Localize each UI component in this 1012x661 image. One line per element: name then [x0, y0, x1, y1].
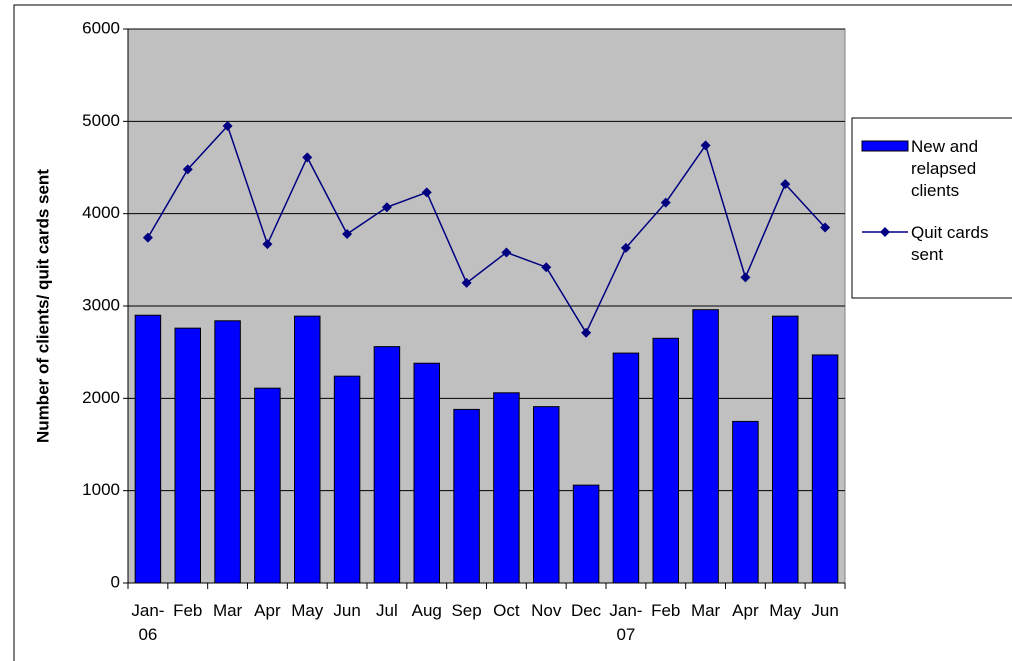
- x-tick-label: Apr: [254, 601, 281, 620]
- y-tick-label: 5000: [82, 111, 120, 130]
- x-tick-label: Mar: [690, 601, 721, 620]
- marker: [541, 262, 552, 273]
- x-tick-label: Sep: [451, 601, 482, 620]
- x-tick-label: Jan-06: [131, 601, 165, 644]
- bar: [373, 346, 401, 584]
- y-tick-label: 6000: [82, 18, 120, 37]
- x-tick-label: Aug: [411, 601, 442, 620]
- marker: [780, 179, 791, 190]
- bar: [692, 309, 719, 584]
- marker: [820, 222, 831, 233]
- marker: [421, 187, 432, 198]
- marker: [620, 242, 631, 253]
- marker: [700, 140, 711, 151]
- y-axis-title: Number of clients/ quit cards sent: [33, 169, 52, 443]
- marker: [461, 277, 472, 288]
- bar: [572, 484, 600, 584]
- bar: [294, 315, 321, 584]
- x-tick-label: Dec: [570, 601, 602, 620]
- x-tick-label: Nov: [531, 601, 562, 620]
- bar: [254, 387, 281, 584]
- marker: [740, 272, 751, 283]
- bar: [413, 362, 440, 584]
- y-tick-label: 4000: [82, 203, 120, 222]
- bar: [612, 352, 640, 584]
- marker: [342, 228, 353, 239]
- legend-label: New and relapsed clients: [911, 137, 979, 200]
- y-tick-label: 0: [111, 572, 120, 591]
- marker: [501, 247, 512, 258]
- y-tick-label: 2000: [82, 388, 120, 407]
- x-tick-label: Apr: [732, 601, 759, 620]
- x-tick-label: Jan-07: [609, 601, 643, 644]
- chart-border: [13, 4, 1012, 661]
- bar: [533, 406, 560, 584]
- bar: [174, 327, 201, 584]
- marker: [222, 120, 233, 131]
- bar: [732, 420, 759, 584]
- bar: [652, 337, 679, 584]
- marker: [142, 232, 153, 243]
- x-tick-label: Feb: [651, 601, 681, 620]
- bar: [453, 408, 480, 584]
- marker: [262, 239, 273, 250]
- bar: [214, 320, 241, 584]
- x-tick-label: Oct: [493, 601, 520, 620]
- x-tick-label: Feb: [173, 601, 203, 620]
- bar: [493, 392, 520, 584]
- x-tick-label: Jun: [811, 601, 839, 620]
- y-tick-label: 3000: [82, 295, 120, 314]
- marker: [660, 197, 671, 208]
- line: [147, 124, 826, 335]
- bar: [811, 354, 839, 584]
- bar: [134, 314, 162, 584]
- marker: [381, 202, 392, 213]
- x-tick-label: May: [769, 601, 802, 620]
- legend-label: Quit cards sent: [911, 223, 989, 264]
- marker: [302, 152, 313, 163]
- marker: [182, 164, 193, 175]
- y-tick-label: 1000: [82, 480, 120, 499]
- marker: [581, 327, 592, 338]
- legend-swatch: [861, 140, 909, 152]
- x-tick-label: Jul: [376, 601, 398, 620]
- x-tick-label: May: [291, 601, 324, 620]
- x-tick-label: Mar: [212, 601, 243, 620]
- bar: [333, 375, 361, 584]
- bar: [772, 315, 799, 584]
- x-tick-label: Jun: [333, 601, 361, 620]
- legend-marker: [880, 227, 890, 237]
